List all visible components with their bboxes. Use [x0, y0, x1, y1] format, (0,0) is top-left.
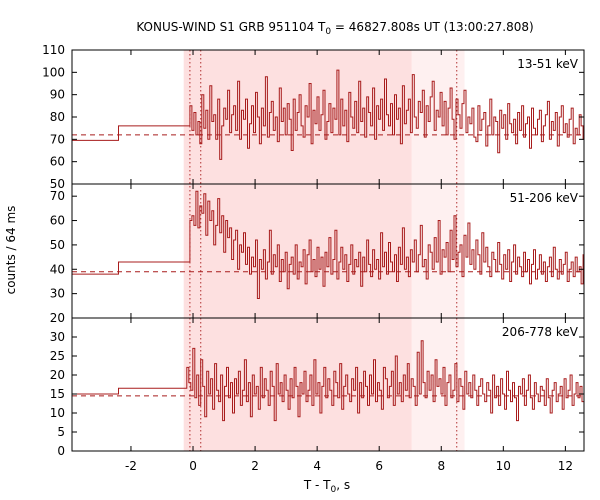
y-tick-label: 50 — [50, 177, 65, 191]
y-tick-label: 60 — [50, 155, 65, 169]
x-tick-label: 2 — [251, 459, 259, 473]
y-tick-label: 60 — [50, 214, 65, 228]
light-curve — [72, 190, 585, 299]
panel-label: 51-206 keV — [510, 191, 579, 205]
light-curve — [72, 340, 585, 422]
panel-2 — [72, 340, 585, 422]
y-tick-label: 30 — [50, 287, 65, 301]
y-tick-label: 70 — [50, 189, 65, 203]
panel-0 — [72, 69, 585, 160]
x-tick-label: 0 — [189, 459, 197, 473]
y-tick-label: 10 — [50, 406, 65, 420]
light-curve — [72, 69, 585, 160]
x-tick-label: 4 — [313, 459, 321, 473]
y-tick-label: 80 — [50, 110, 65, 124]
y-tick-label: 90 — [50, 88, 65, 102]
y-tick-label: 50 — [50, 238, 65, 252]
panel-label: 206-778 keV — [502, 325, 579, 339]
y-tick-label: 15 — [50, 387, 65, 401]
x-axis-label: T - T0, s — [303, 478, 350, 495]
panel-1 — [72, 190, 585, 299]
x-tick-label: 12 — [558, 459, 573, 473]
y-tick-label: 40 — [50, 262, 65, 276]
x-tick-label: 6 — [375, 459, 383, 473]
panels — [72, 69, 585, 422]
chart-title: KONUS-WIND S1 GRB 951104 T0 = 46827.808s… — [136, 20, 533, 37]
y-tick-label: 20 — [50, 311, 65, 325]
y-tick-label: 25 — [50, 349, 65, 363]
y-tick-label: 110 — [42, 43, 65, 57]
x-tick-label: 10 — [496, 459, 511, 473]
y-tick-label: 0 — [57, 444, 65, 458]
panel-frame-2 — [71, 317, 585, 452]
y-tick-label: 20 — [50, 368, 65, 382]
x-tick-label: -2 — [125, 459, 137, 473]
y-tick-label: 5 — [57, 425, 65, 439]
y-tick-label: 70 — [50, 132, 65, 146]
y-tick-label: 30 — [50, 330, 65, 344]
panel-label: 13-51 keV — [517, 57, 579, 71]
x-tick-label: 8 — [437, 459, 445, 473]
y-tick-label: 100 — [42, 65, 65, 79]
y-axis-label: counts / 64 ms — [4, 206, 18, 295]
